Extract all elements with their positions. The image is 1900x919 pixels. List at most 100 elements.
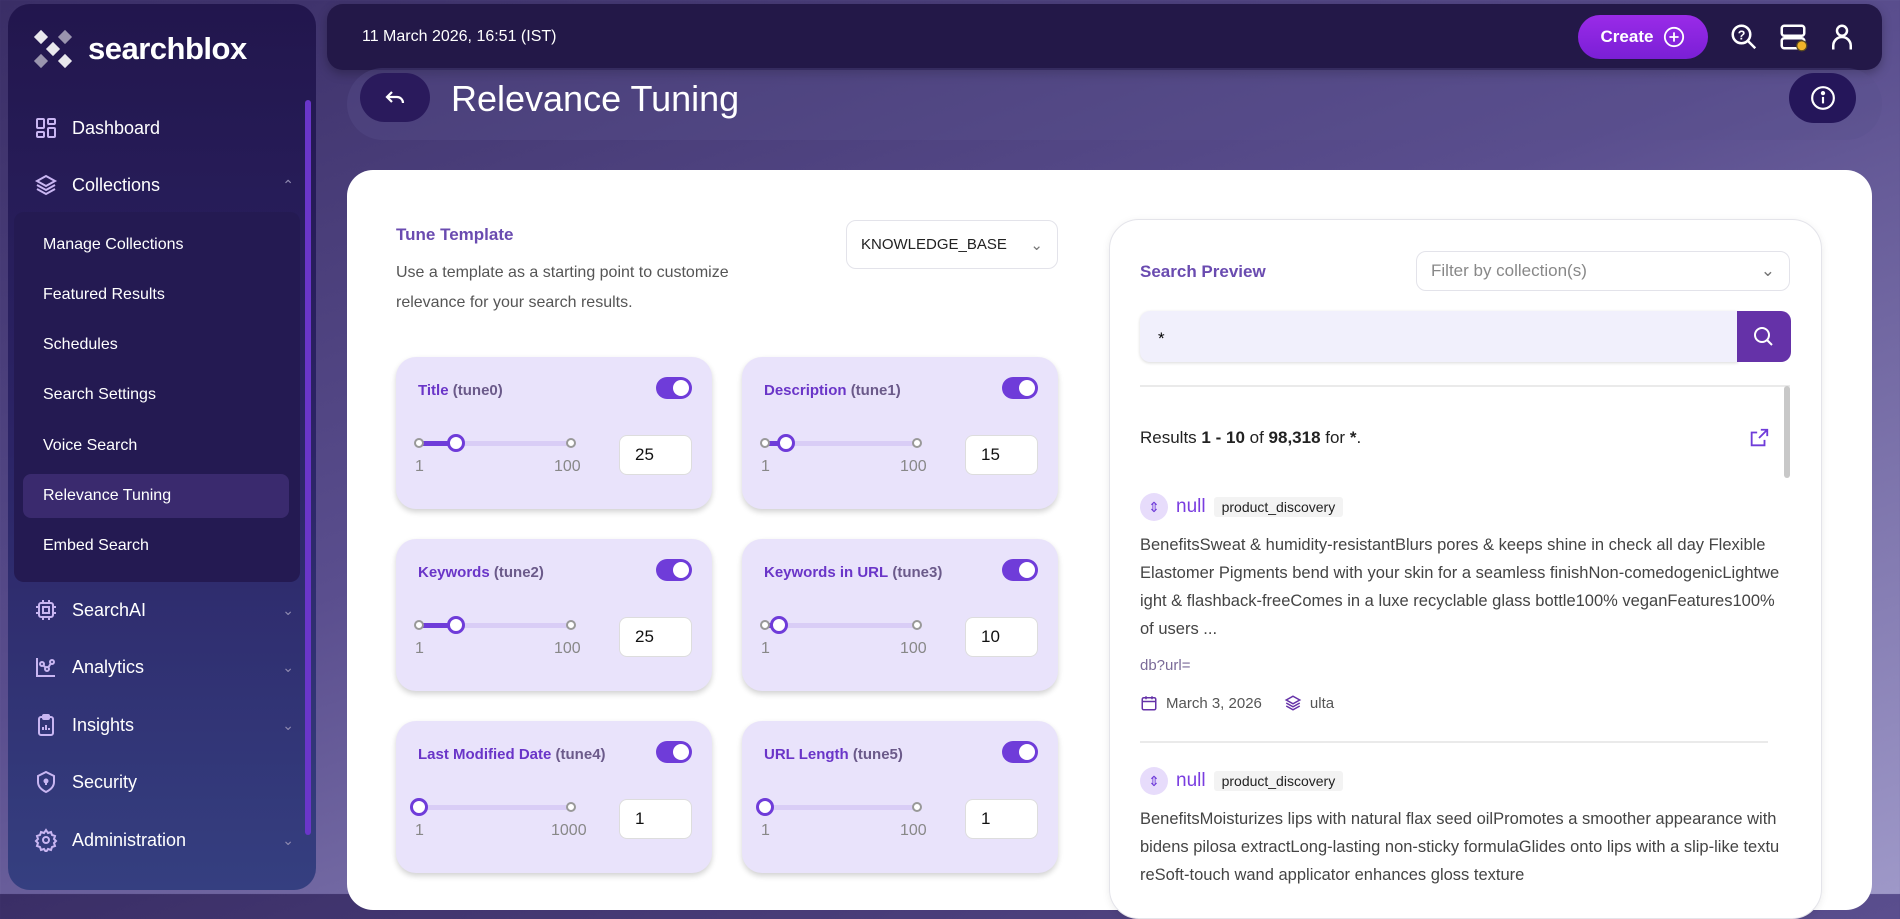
sidebar-item-label: Dashboard (72, 117, 161, 138)
sidebar-item-label: Insights (72, 714, 135, 735)
tune-key: (tune4) (555, 746, 606, 763)
slider-min-label: 1 (415, 458, 424, 475)
tune-slider[interactable] (414, 434, 576, 452)
result-title[interactable]: null (1176, 770, 1206, 791)
slider-min-label: 1 (761, 458, 770, 475)
tune-toggle[interactable] (656, 377, 692, 399)
summary-text: . (1356, 428, 1362, 447)
results-summary: Results 1 - 10 of 98,318 for *. (1140, 428, 1361, 448)
result-item[interactable]: ⇕ null product_discovery BenefitsSweat & h… (1140, 493, 1780, 712)
sidebar-item-administration[interactable]: Administration ⌄ (34, 828, 294, 852)
sidebar-sub-featured-results[interactable]: Featured Results (43, 286, 165, 303)
tune-toggle[interactable] (1002, 559, 1038, 581)
sidebar-sub-embed-search[interactable]: Embed Search (43, 537, 149, 554)
search-button[interactable] (1737, 311, 1791, 362)
tune-value-input[interactable]: 15 (965, 435, 1038, 475)
tune-value-input[interactable]: 25 (619, 617, 692, 657)
sidebar-item-label: Administration (72, 829, 187, 850)
sidebar-item-insights[interactable]: Insights ⌄ (34, 713, 294, 737)
result-title[interactable]: null (1176, 496, 1206, 517)
tune-card: URL Length (tune5) 1 100 1 (742, 721, 1058, 873)
summary-text: for (1320, 428, 1350, 447)
sidebar-item-dashboard[interactable]: Dashboard (34, 116, 294, 140)
slider-min-label: 1 (415, 822, 424, 839)
page-title: Relevance Tuning (451, 78, 740, 119)
sidebar-item-analytics[interactable]: Analytics ⌄ (34, 655, 294, 679)
tune-template-description: Use a template as a starting point to cu… (396, 264, 729, 311)
result-url[interactable]: db?url= (1140, 657, 1191, 674)
slider-thumb[interactable] (769, 616, 788, 634)
tune-key: (tune0) (452, 382, 503, 399)
slider-thumb[interactable] (777, 434, 796, 452)
tune-toggle[interactable] (1002, 741, 1038, 763)
chevron-up-icon: ⌃ (282, 176, 294, 193)
info-button[interactable] (1789, 73, 1856, 123)
results-scrollbar[interactable] (1784, 386, 1790, 478)
relevance-card: Tune Template Use a template as a starti… (347, 170, 1872, 919)
tune-value-input[interactable]: 25 (619, 435, 692, 475)
result-tag: product_discovery (1213, 497, 1344, 517)
sidebar-item-security[interactable]: Security (34, 770, 294, 794)
slider-thumb[interactable] (446, 434, 465, 452)
sidebar-item-label: Analytics (72, 656, 145, 677)
search-preview-heading: Search Preview (1140, 262, 1266, 281)
tune-label: URL Length (tune5) (764, 746, 903, 763)
brand-name: searchblox (88, 31, 247, 66)
divider (1140, 385, 1790, 387)
result-date: March 3, 2026 (1166, 694, 1262, 712)
search-input[interactable]: * (1140, 311, 1738, 362)
tune-key: (tune3) (892, 564, 943, 581)
slider-thumb[interactable] (756, 798, 774, 816)
collection-filter-select[interactable]: Filter by collection(s) ⌄ (1416, 251, 1790, 291)
tune-slider[interactable] (760, 616, 922, 634)
sidebar-sub-voice-search[interactable]: Voice Search (43, 437, 138, 454)
tune-toggle[interactable] (1002, 377, 1038, 399)
tune-slider[interactable] (760, 434, 922, 452)
chevron-down-icon: ⌄ (282, 601, 294, 618)
sidebar-sub-manage-collections[interactable]: Manage Collections (43, 236, 184, 253)
sidebar-item-collections[interactable]: Collections ⌃ (34, 173, 294, 197)
back-button[interactable] (360, 73, 430, 122)
sidebar-item-searchai[interactable]: SearchAI ⌄ (34, 598, 294, 622)
slider-thumb[interactable] (410, 798, 428, 816)
tune-value-input[interactable]: 1 (619, 799, 692, 839)
slider-max-label: 1000 (551, 822, 587, 839)
sidebar-scrollbar[interactable] (305, 100, 311, 835)
plus-circle-icon (1664, 26, 1685, 48)
tune-slider[interactable] (414, 616, 576, 634)
external-link-icon[interactable] (1748, 427, 1770, 449)
sidebar-sub-search-settings[interactable]: Search Settings (43, 386, 156, 403)
user-icon[interactable] (1827, 22, 1857, 52)
searchblox-logo[interactable]: searchblox (28, 24, 247, 74)
tune-toggle[interactable] (656, 559, 692, 581)
tune-value-input[interactable]: 1 (965, 799, 1038, 839)
tune-slider[interactable] (756, 798, 922, 816)
result-description: BenefitsSweat & humidity-resistantBlurs … (1140, 536, 1780, 638)
search-query: * (1158, 329, 1165, 348)
filter-placeholder: Filter by collection(s) (1431, 261, 1587, 280)
slider-min-label: 1 (761, 822, 770, 839)
sidebar-sub-relevance-tuning[interactable]: Relevance Tuning (43, 487, 172, 504)
create-button[interactable]: Create (1578, 15, 1708, 59)
tune-slider[interactable] (410, 798, 576, 816)
back-arrow-icon (385, 90, 405, 103)
template-select[interactable]: KNOWLEDGE_BASE ⌄ (846, 220, 1058, 269)
divider (1140, 741, 1768, 743)
summary-range: 1 - 10 (1201, 428, 1245, 447)
tune-card: Last Modified Date (tune4) 1 1000 1 (396, 721, 712, 873)
sidebar-sub-schedules[interactable]: Schedules (43, 336, 118, 353)
slider-max-label: 100 (554, 640, 581, 657)
slider-max-label: 100 (900, 458, 927, 475)
logo-icon (33, 29, 73, 69)
help-search-icon[interactable]: ? (1729, 22, 1759, 52)
slider-thumb[interactable] (446, 616, 465, 634)
result-item[interactable]: ⇕ null product_discovery BenefitsMoisturiz… (1140, 767, 1780, 889)
tune-name: Keywords in URL (764, 564, 889, 581)
chevron-down-icon: ⌄ (282, 716, 294, 733)
tune-value-input[interactable]: 10 (965, 617, 1038, 657)
calendar-icon (1141, 696, 1157, 711)
slider-max-dot (912, 438, 922, 448)
sidebar-item-label: SearchAI (72, 599, 147, 620)
tune-toggle[interactable] (656, 741, 692, 763)
server-status-icon[interactable] (1778, 22, 1808, 52)
